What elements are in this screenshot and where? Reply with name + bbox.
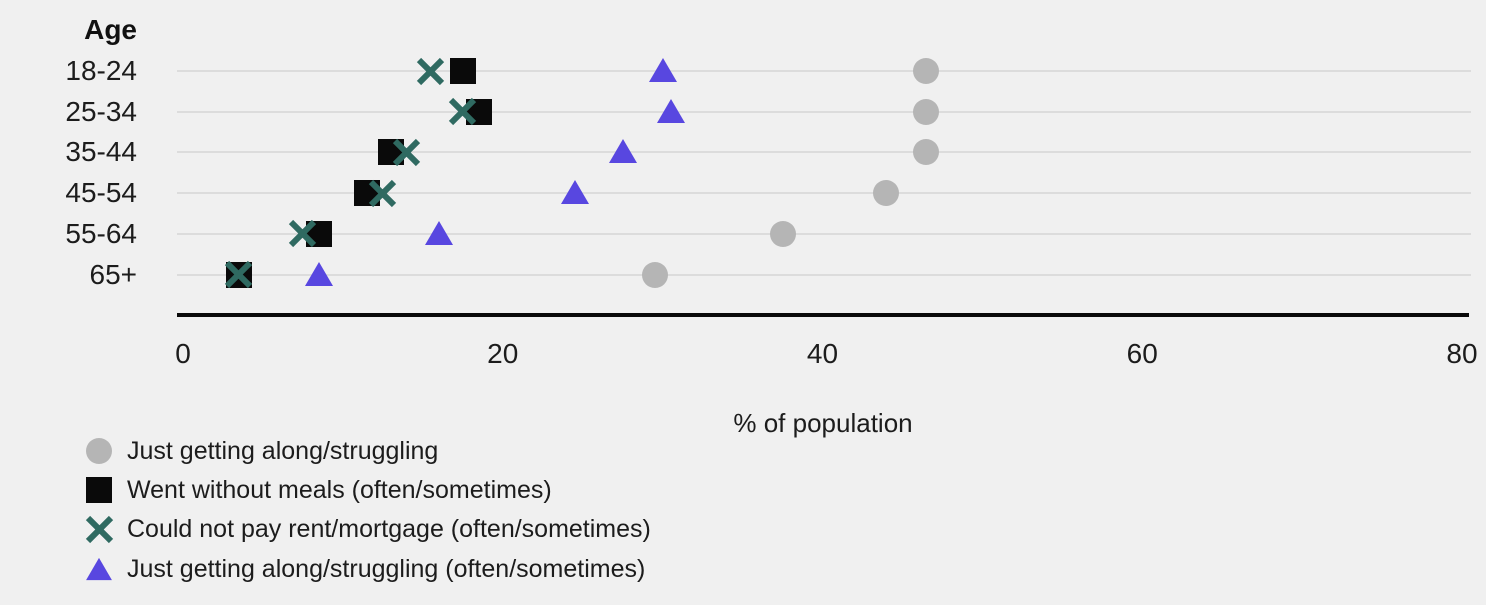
marker-circle [769,220,796,247]
marker-x [367,178,398,209]
legend-label: Just getting along/struggling [127,437,439,465]
x-axis-tick-label: 60 [1126,338,1158,369]
x-axis-tick-label: 80 [1446,338,1478,369]
x-axis-tick-label: 40 [806,338,839,369]
legend-marker-circle [82,435,116,467]
gridline [177,110,1471,113]
gridline [177,151,1471,154]
marker-triangle [424,220,454,246]
marker-x [415,56,446,87]
marker-x [391,137,422,168]
y-axis-tick-label: 55-64 [65,217,137,249]
marker-x [287,218,318,249]
marker-triangle [85,557,113,581]
y-axis-tick-label: 25-34 [65,95,137,127]
marker-square [449,58,476,84]
marker-circle [913,98,940,125]
y-axis-title: Age [84,14,137,45]
x-axis-tick-label: 0 [175,338,191,369]
x-axis-label: % of population [733,408,913,438]
marker-circle [641,261,668,288]
gridline [177,192,1471,195]
marker-circle [873,180,900,207]
marker-x [223,259,254,290]
marker-triangle [608,138,638,164]
y-axis-tick-label: 45-54 [65,177,137,209]
marker-x [84,514,115,545]
y-axis-tick-label: 35-44 [65,136,137,168]
marker-triangle [304,261,334,287]
marker-circle [86,438,112,464]
legend-label: Could not pay rent/mortgage (often/somet… [127,515,651,544]
legend-marker-square [82,474,116,506]
marker-square [86,477,112,504]
gridline [177,70,1471,72]
marker-circle [913,58,940,84]
legend-label: Just getting along/struggling (often/som… [127,554,646,583]
marker-circle [913,139,940,166]
marker-triangle [656,98,686,124]
x-axis-line [177,313,1469,317]
marker-triangle [560,179,590,205]
legend-marker-triangle [82,553,116,585]
marker-x [447,96,478,127]
x-axis-tick-label: 20 [487,338,519,369]
gridline [177,232,1471,235]
legend-marker-x [82,513,116,545]
legend-label: Went without meals (often/sometimes) [127,476,552,505]
y-axis-tick-label: 65+ [89,258,138,290]
gridline [177,273,1471,276]
marker-triangle [648,57,678,83]
y-axis-tick-label: 18-24 [65,55,137,86]
